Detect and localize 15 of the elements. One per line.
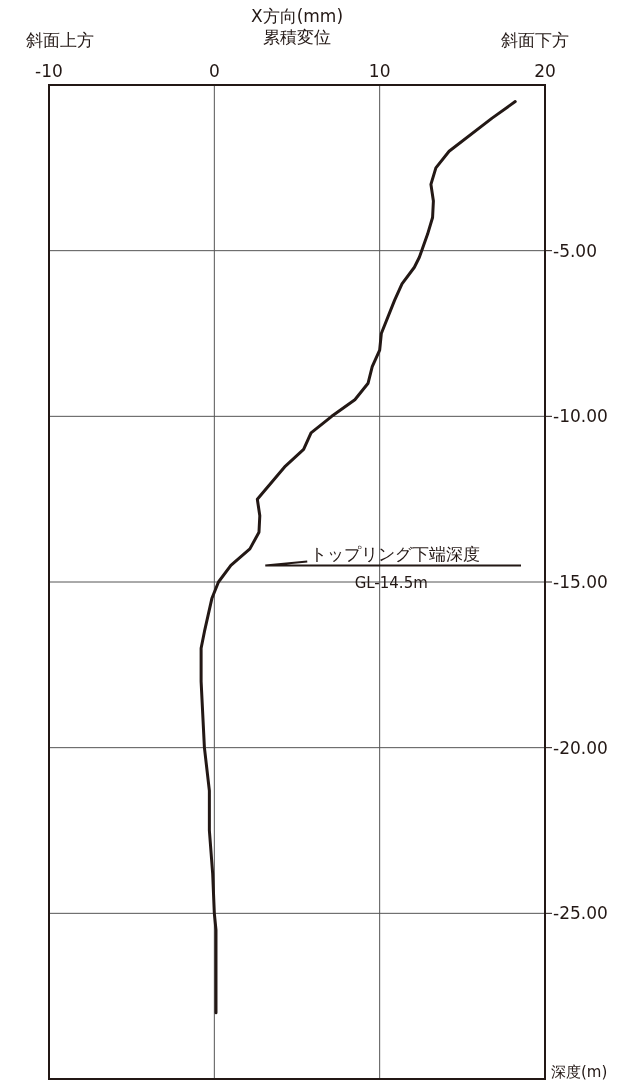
x-axis-title: X方向(mm) 累積変位	[250, 6, 344, 47]
y-axis-title: 深度(m)	[551, 1063, 608, 1081]
y-tick-label: -15.00	[553, 572, 608, 592]
x-tick-label: 10	[368, 61, 391, 81]
y-tick-label: -5.00	[553, 240, 597, 261]
y-tick-label: -25.00	[553, 903, 608, 924]
x-tick-label: -10	[35, 61, 63, 81]
x-tick-label: 0	[208, 61, 220, 81]
line-series	[199, 100, 517, 1015]
text: 斜面下方	[501, 30, 569, 50]
ref-line-label: トップリング下端深度	[310, 544, 481, 565]
y-tick-label: -10.00	[553, 406, 608, 427]
x-tick-label: 20	[534, 61, 556, 81]
text: 斜面上方	[26, 30, 94, 50]
y-tick-label: -20.00	[553, 737, 608, 758]
